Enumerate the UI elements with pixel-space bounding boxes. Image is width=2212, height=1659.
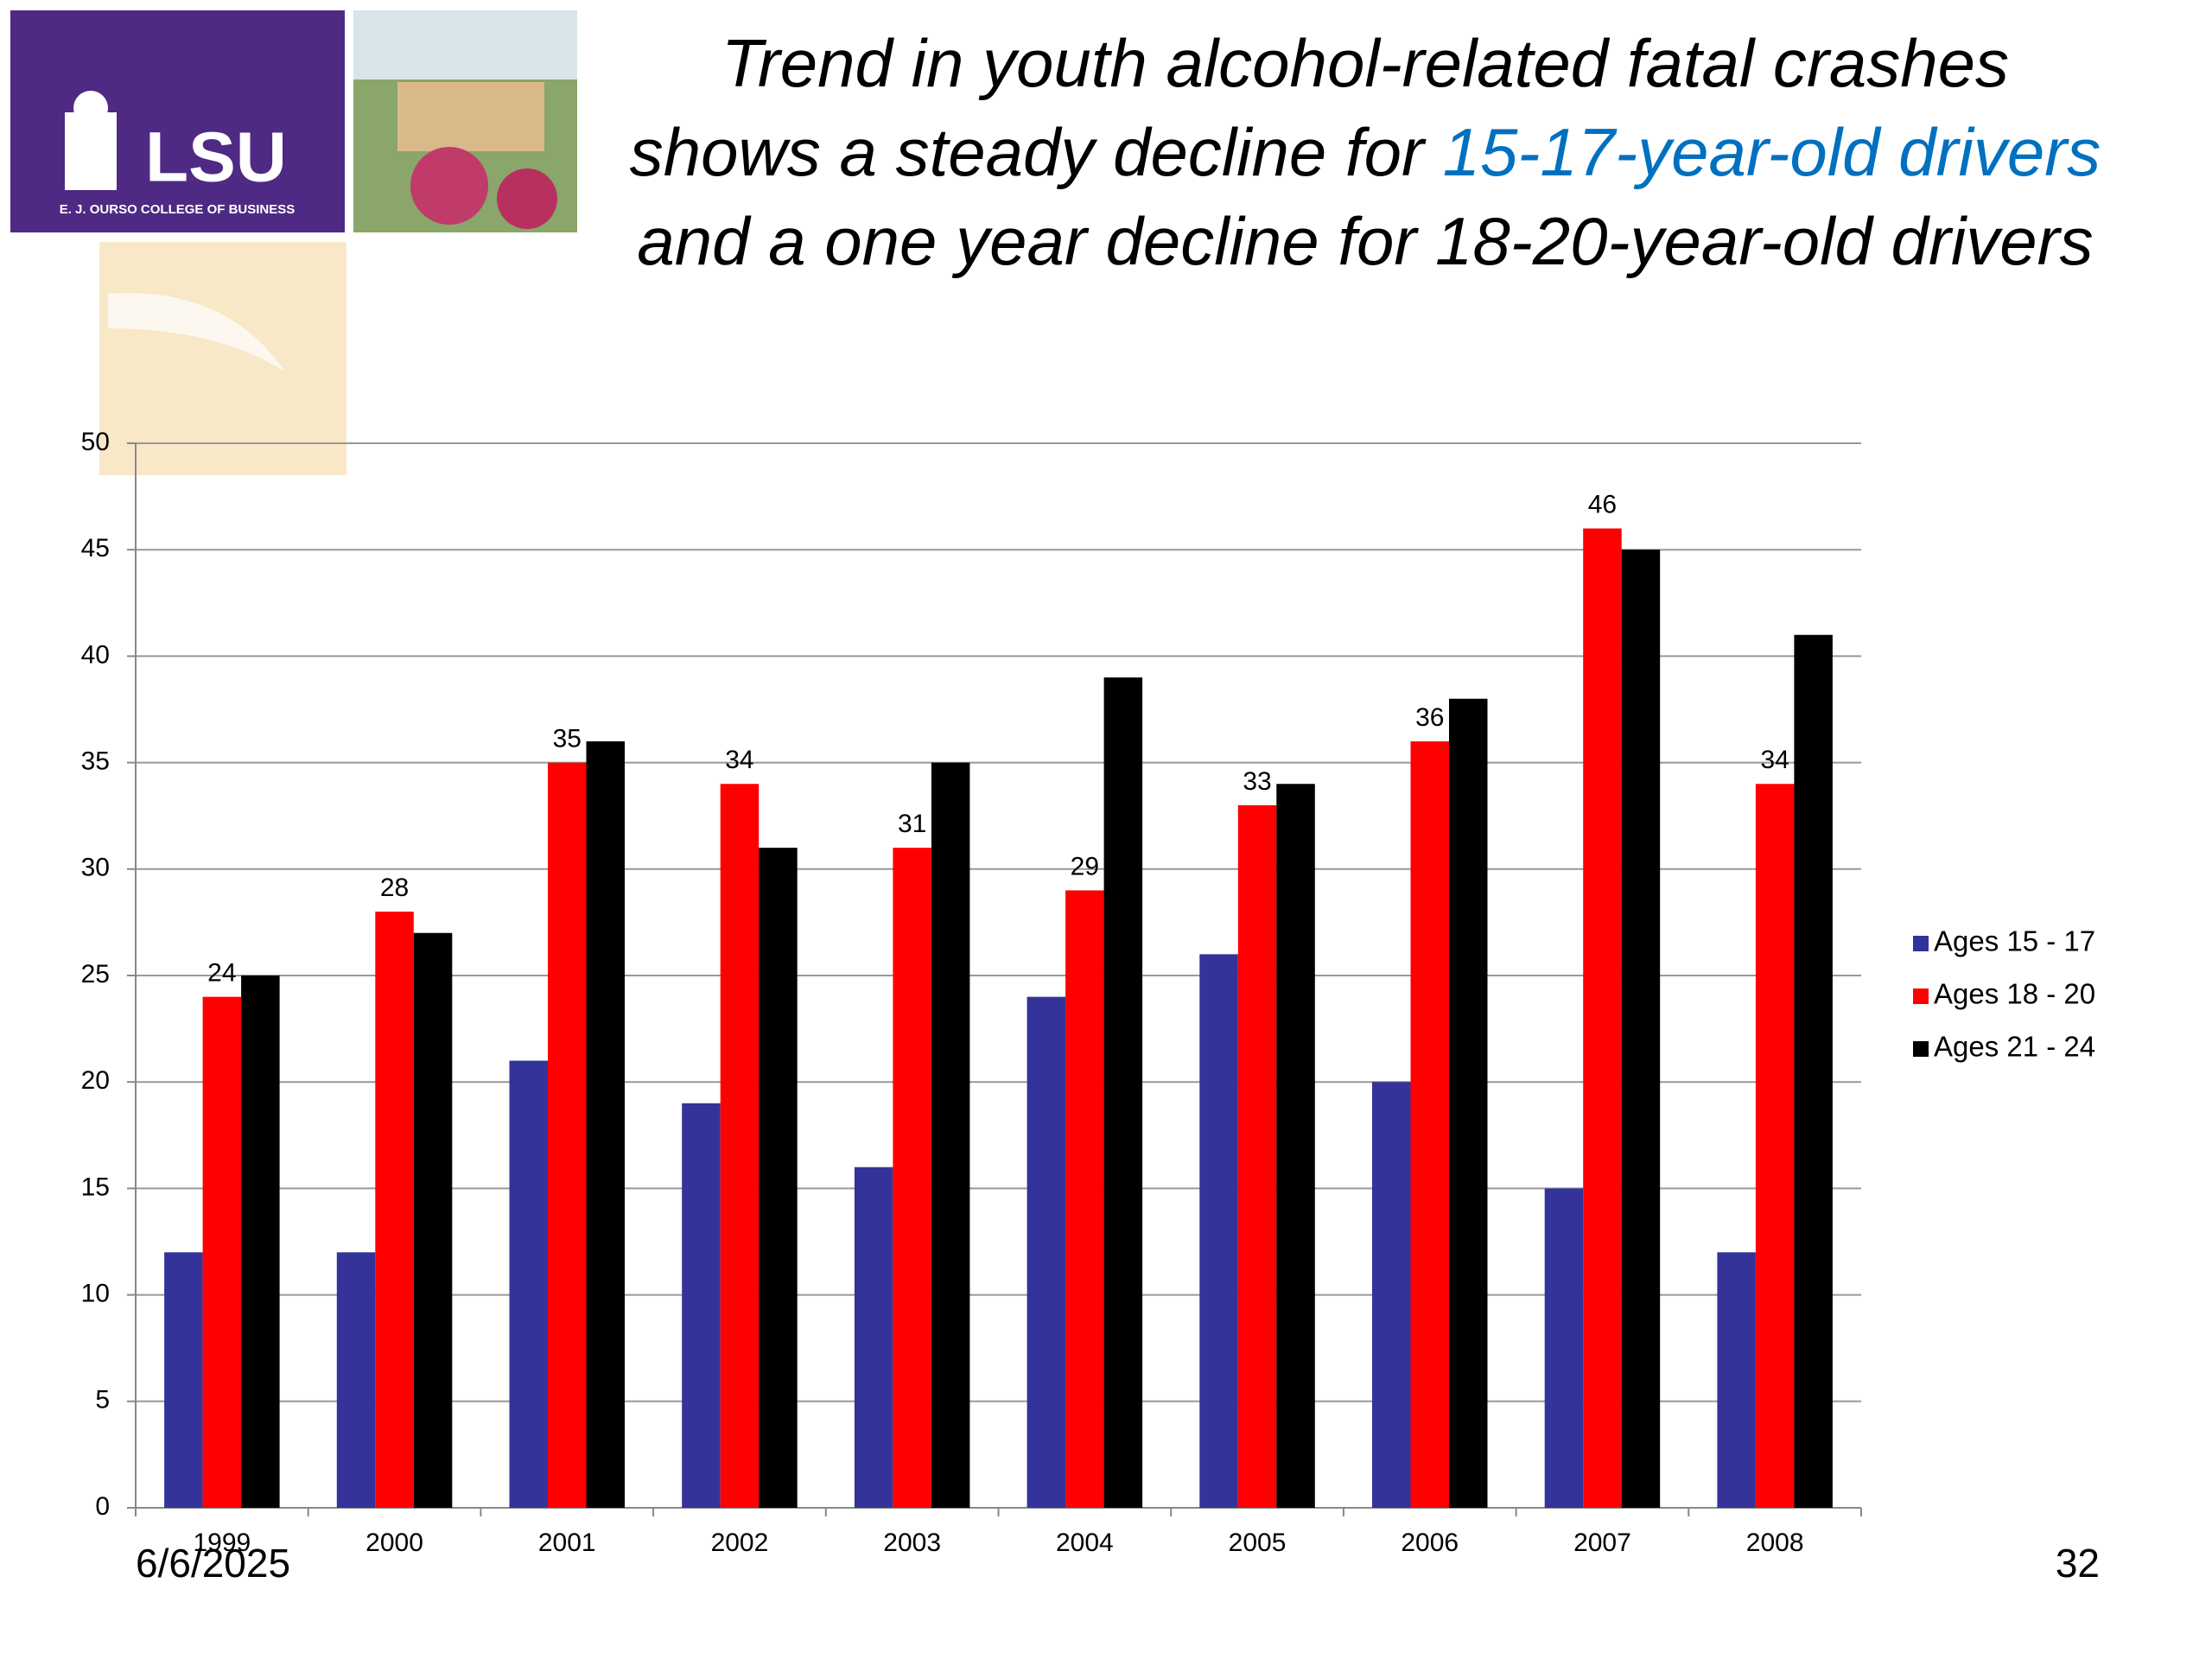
bar xyxy=(1449,698,1488,1508)
title-text: and a one year decline for 18-20-year-ol… xyxy=(637,203,2094,279)
bar xyxy=(241,976,280,1508)
y-tick-label: 15 xyxy=(81,1173,110,1201)
bar xyxy=(759,848,798,1508)
bar xyxy=(854,1166,893,1508)
y-tick-label: 45 xyxy=(81,534,110,563)
y-tick-label: 40 xyxy=(81,640,110,669)
y-tick-label: 35 xyxy=(81,747,110,776)
data-label: 34 xyxy=(725,746,753,774)
slide-title: Trend in youth alcohol-related fatal cra… xyxy=(618,19,2113,286)
bar xyxy=(164,1252,203,1508)
bar xyxy=(1544,1188,1584,1508)
bar xyxy=(1621,550,1661,1509)
x-tick-label: 2007 xyxy=(1573,1529,1631,1557)
data-label: 28 xyxy=(380,874,409,902)
legend-label: Ages 21 - 24 xyxy=(1934,1031,2095,1063)
title-highlight: 15-17-year-old drivers xyxy=(1442,114,2101,190)
x-tick-label: 2004 xyxy=(1056,1529,1114,1557)
bar xyxy=(1583,528,1622,1508)
y-tick-label: 30 xyxy=(81,854,110,882)
x-tick-label: 2000 xyxy=(365,1529,423,1557)
x-tick-label: 2003 xyxy=(883,1529,941,1557)
bar xyxy=(893,848,931,1508)
legend-swatch xyxy=(1913,1041,1929,1057)
y-tick-label: 5 xyxy=(95,1386,110,1414)
data-label: 46 xyxy=(1588,490,1617,518)
y-tick-label: 20 xyxy=(81,1066,110,1095)
legend-label: Ages 18 - 20 xyxy=(1934,978,2095,1010)
logo-subtitle: E. J. OURSO COLLEGE OF BUSINESS xyxy=(60,202,296,217)
legend-swatch xyxy=(1913,936,1929,951)
data-label: 35 xyxy=(553,725,582,753)
y-tick-label: 10 xyxy=(81,1280,110,1308)
x-tick-label: 2006 xyxy=(1401,1529,1459,1557)
decor-swoosh xyxy=(108,293,285,372)
data-label: 29 xyxy=(1071,852,1099,880)
bar xyxy=(931,762,970,1508)
bar xyxy=(375,912,414,1508)
legend-swatch xyxy=(1913,988,1929,1004)
photo-flowers xyxy=(410,147,488,225)
legend-label: Ages 15 - 17 xyxy=(1934,925,2095,957)
bar xyxy=(1717,1252,1756,1508)
bar xyxy=(202,996,242,1508)
x-tick-label: 2002 xyxy=(711,1529,769,1557)
data-label: 33 xyxy=(1243,767,1271,796)
bar xyxy=(1372,1082,1411,1508)
bar xyxy=(682,1103,721,1508)
bar xyxy=(413,932,453,1508)
y-tick-label: 0 xyxy=(95,1492,110,1521)
y-tick-label: 25 xyxy=(81,960,110,988)
page-number: 32 xyxy=(2056,1541,2100,1586)
logo-text: LSU xyxy=(145,118,287,197)
photo-sky xyxy=(353,10,577,79)
y-tick-label: 50 xyxy=(81,428,110,456)
data-label: 34 xyxy=(1760,746,1789,774)
data-label: 31 xyxy=(898,810,926,838)
data-label: 24 xyxy=(207,959,236,988)
bar xyxy=(509,1060,548,1508)
data-label: 36 xyxy=(1415,703,1444,732)
bar xyxy=(1755,784,1795,1508)
x-tick-label: 1999 xyxy=(193,1529,251,1557)
x-tick-label: 2005 xyxy=(1229,1529,1287,1557)
photo-building xyxy=(397,82,544,151)
logo-dome xyxy=(73,91,108,125)
bar xyxy=(586,741,625,1508)
title-text: Trend in youth alcohol-related fatal cra… xyxy=(629,25,2010,190)
footer-date: 6/6/2025 xyxy=(136,1541,290,1586)
bar xyxy=(1410,741,1449,1508)
bar xyxy=(1103,677,1143,1508)
bar xyxy=(1237,804,1277,1508)
bar xyxy=(336,1252,376,1508)
bar xyxy=(1065,890,1104,1508)
photo-flowers xyxy=(497,168,557,229)
x-tick-label: 2008 xyxy=(1746,1529,1804,1557)
bar xyxy=(1794,634,1833,1508)
bar xyxy=(1199,954,1238,1508)
bar xyxy=(1276,784,1315,1508)
bar xyxy=(1027,996,1066,1508)
bar xyxy=(548,762,587,1508)
decor-square xyxy=(99,242,346,475)
bar xyxy=(720,784,760,1508)
x-tick-label: 2001 xyxy=(538,1529,596,1557)
